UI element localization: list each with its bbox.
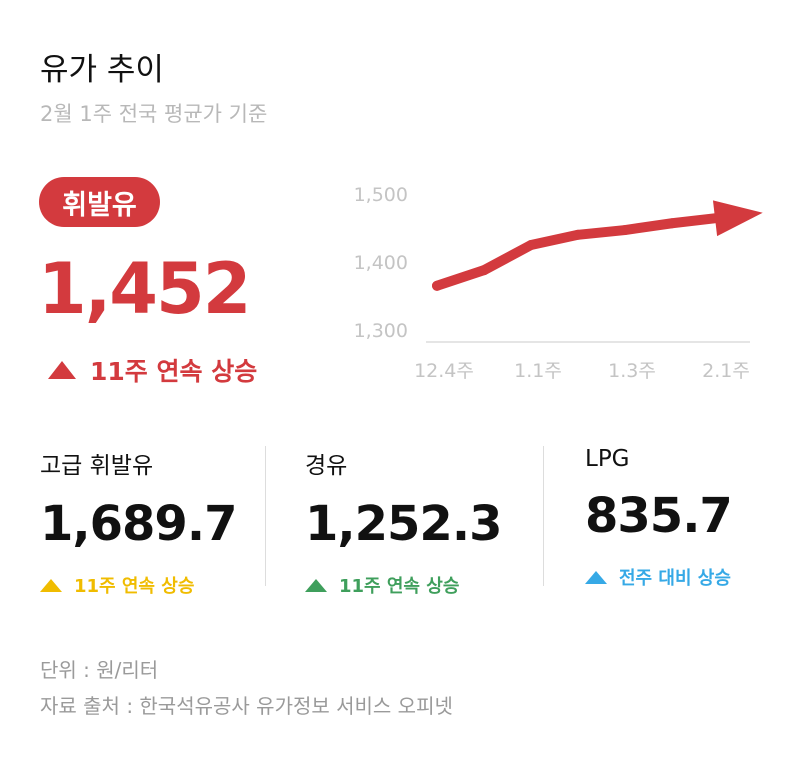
divider	[265, 446, 266, 586]
y-tick-label: 1,300	[354, 320, 408, 342]
metric-lpg: LPG 835.7 전주 대비 상승	[585, 446, 733, 590]
metric-change: 11주 연속 상승	[40, 572, 236, 598]
x-tick-label: 2.1주	[702, 360, 750, 382]
up-triangle-icon	[48, 361, 76, 379]
gasoline-change: 11주 연속 상승	[48, 352, 257, 388]
data-point	[667, 218, 677, 229]
x-tick-label: 1.3주	[608, 360, 656, 382]
metric-label: LPG	[585, 446, 630, 472]
gasoline-change-text: 11주 연속 상승	[90, 357, 258, 386]
metric-label: 고급 휘발유	[40, 453, 154, 479]
page-subtitle: 2월 1주 전국 평균가 기준	[40, 102, 268, 126]
metric-change-text: 전주 대비 상승	[619, 568, 731, 589]
metric-label: 경유	[305, 453, 348, 479]
unit-note: 단위 : 원/리터	[40, 658, 159, 682]
x-tick-label: 1.1주	[514, 360, 562, 382]
metric-change: 11주 연속 상승	[305, 572, 501, 598]
data-point	[620, 225, 630, 236]
y-tick-label: 1,400	[354, 252, 408, 274]
metric-change-text: 11주 연속 상승	[74, 576, 195, 597]
up-triangle-icon	[40, 578, 62, 592]
data-point	[479, 265, 489, 276]
metric-value: 1,252.3	[305, 496, 502, 552]
metric-premium-gasoline: 고급 휘발유 1,689.7 11주 연속 상승	[40, 446, 237, 598]
metric-change-text: 11주 연속 상승	[339, 576, 460, 597]
data-point	[432, 280, 442, 291]
up-triangle-icon	[585, 570, 607, 584]
gasoline-badge: 휘발유	[39, 177, 160, 227]
data-point	[573, 229, 583, 240]
metric-diesel: 경유 1,252.3 11주 연속 상승	[305, 446, 502, 598]
metric-value: 1,689.7	[40, 496, 237, 552]
y-tick-label: 1,500	[354, 184, 408, 206]
gasoline-price: 1,452	[38, 248, 251, 330]
x-tick-label: 12.4주	[414, 360, 474, 382]
data-point	[526, 240, 536, 250]
source-note: 자료 출처 : 한국석유공사 유가정보 서비스 오피넷	[40, 694, 453, 718]
up-triangle-icon	[305, 578, 327, 592]
page-title: 유가 추이	[40, 52, 164, 88]
gasoline-trend-chart: 1,500 1,400 1,300 12.4주 1.1주 1.3주 2.1주	[354, 184, 763, 382]
divider	[543, 446, 544, 586]
metric-change: 전주 대비 상승	[585, 564, 732, 590]
metric-value: 835.7	[585, 488, 733, 544]
series-line	[432, 212, 724, 291]
arrow-head-icon	[712, 200, 763, 237]
